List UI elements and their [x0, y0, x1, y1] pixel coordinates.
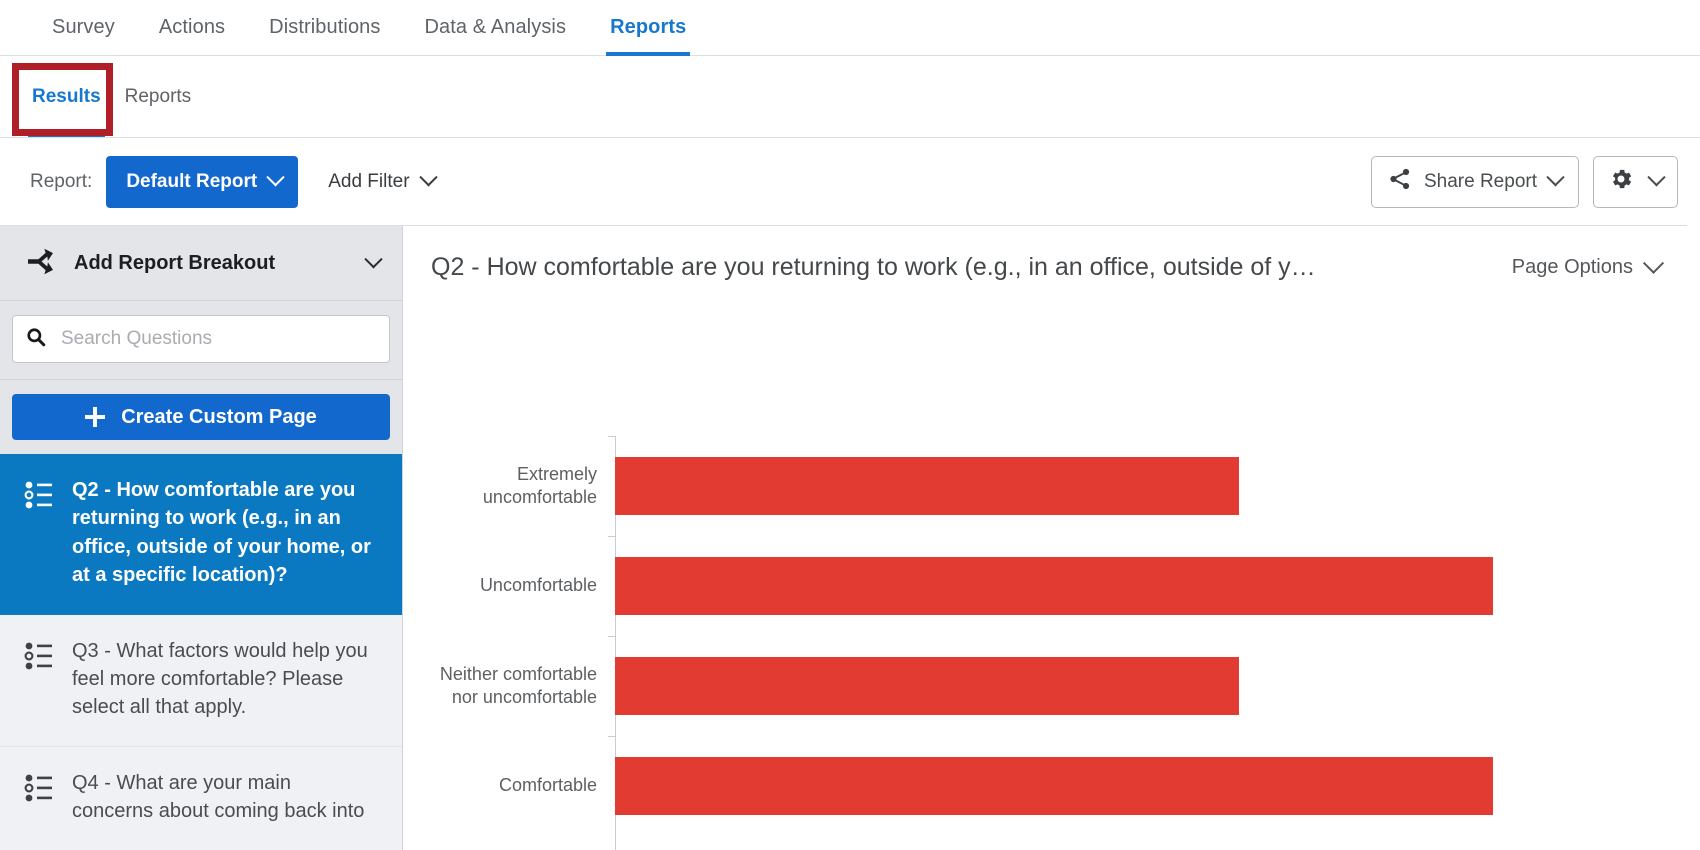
tab-results[interactable]: Results: [20, 56, 113, 137]
breakout-merge-icon: [24, 246, 56, 281]
nav-label: Survey: [52, 16, 115, 38]
create-custom-page-label: Create Custom Page: [121, 405, 317, 428]
nav-item-survey[interactable]: Survey: [30, 0, 137, 55]
sidebar-item-q4[interactable]: Q4 - What are your main concerns about c…: [0, 746, 402, 850]
plus-icon: [85, 407, 106, 427]
report-toolbar: Report: Default Report Add Filter: [0, 138, 1700, 225]
report-page-panel: Q2 - How comfortable are you returning t…: [403, 226, 1700, 850]
question-list: Q2 - How comfortable are you returning t…: [0, 454, 402, 850]
nav-label: Distributions: [269, 16, 381, 38]
page-title: Q2 - How comfortable are you returning t…: [431, 252, 1316, 281]
sidebar-item-q2[interactable]: Q2 - How comfortable are you returning t…: [0, 454, 402, 615]
chart-axis-line: [615, 436, 616, 850]
chevron-down-icon: [266, 168, 285, 187]
chevron-down-icon: [418, 168, 438, 187]
chevron-down-icon: [364, 249, 383, 268]
create-custom-page-button[interactable]: Create Custom Page: [12, 394, 390, 440]
secondary-navigation: Results Reports: [0, 56, 1700, 138]
radio-list-icon: [24, 641, 56, 676]
chart-bar[interactable]: [615, 457, 1239, 515]
page-options-button[interactable]: Page Options: [1511, 252, 1671, 279]
nav-label: Reports: [610, 16, 687, 38]
chart-axis-tick: [608, 436, 616, 437]
report-label: Report:: [30, 170, 93, 192]
share-report-button[interactable]: Share Report: [1370, 155, 1579, 208]
nav-item-distributions[interactable]: Distributions: [247, 0, 402, 55]
sidebar-item-label: Q4 - What are your main concerns about c…: [72, 771, 365, 823]
nav-item-data-analysis[interactable]: Data & Analysis: [403, 0, 589, 55]
chevron-down-icon: [1546, 168, 1565, 187]
nav-item-reports[interactable]: Reports: [588, 0, 708, 56]
add-report-breakout-button[interactable]: Add Report Breakout: [0, 226, 402, 301]
chart-bar[interactable]: [615, 657, 1239, 715]
tab-label: Results: [32, 85, 101, 107]
chart-category-label: Uncomfortable: [479, 575, 597, 596]
search-zone: [0, 301, 402, 380]
gear-icon: [1608, 166, 1634, 198]
chevron-down-icon: [1647, 168, 1666, 187]
chart-category-row: Uncomfortable: [425, 557, 1655, 615]
chart-bar[interactable]: [615, 557, 1493, 615]
sidebar-item-label: Q2 - How comfortable are you returning t…: [72, 479, 371, 587]
sidebar-item-q3[interactable]: Q3 - What factors would help you feel mo…: [0, 614, 402, 747]
search-icon: [25, 326, 47, 353]
chart-area: Extremely uncomfortable Uncomfortable Neit…: [403, 308, 1699, 850]
nav-label: Actions: [158, 16, 226, 38]
create-page-zone: Create Custom Page: [0, 380, 402, 454]
page-options-label: Page Options: [1511, 255, 1633, 278]
chart-axis-tick: [608, 536, 616, 537]
content-body: Add Report Breakout Crea: [0, 225, 1700, 850]
nav-label: Data & Analysis: [424, 16, 567, 38]
search-input[interactable]: [59, 327, 377, 351]
radio-list-icon: [24, 480, 56, 515]
chart-category-row: Neither comfortable nor uncomfortable: [425, 657, 1655, 715]
primary-navigation: Survey Actions Distributions Data & Anal…: [0, 0, 1700, 56]
share-nodes-icon: [1388, 167, 1412, 197]
add-filter-label: Add Filter: [328, 170, 410, 192]
panel-right-gutter: [1687, 225, 1700, 850]
chart-category-label: Extremely uncomfortable: [482, 463, 597, 507]
questions-sidebar: Add Report Breakout Crea: [0, 226, 403, 850]
report-selector-button[interactable]: Default Report: [106, 155, 299, 208]
chart-axis-tick: [608, 736, 616, 737]
page-header: Q2 - How comfortable are you returning t…: [403, 226, 1699, 308]
search-questions-box[interactable]: [12, 315, 390, 363]
tab-reports[interactable]: Reports: [113, 56, 204, 137]
bar-chart: Extremely uncomfortable Uncomfortable Neit…: [425, 436, 1655, 850]
sidebar-item-label: Q3 - What factors would help you feel mo…: [72, 639, 368, 719]
chart-category-label: Comfortable: [498, 775, 597, 796]
chart-category-row: Comfortable: [425, 757, 1655, 815]
chart-bar[interactable]: [615, 757, 1493, 815]
breakout-label: Add Report Breakout: [74, 251, 276, 274]
chart-category-row: Extremely uncomfortable: [425, 457, 1655, 515]
chevron-down-icon: [1642, 252, 1665, 274]
tab-label: Reports: [124, 85, 192, 107]
report-selector-label: Default Report: [126, 170, 258, 192]
chart-axis-tick: [608, 636, 616, 637]
radio-list-icon: [24, 773, 56, 808]
share-report-label: Share Report: [1423, 170, 1537, 192]
chart-category-label: Neither comfortable nor uncomfortable: [439, 663, 597, 707]
toolbar-right-group: Share Report: [1370, 155, 1678, 208]
add-filter-button[interactable]: Add Filter: [312, 156, 450, 208]
settings-button[interactable]: [1593, 155, 1678, 208]
nav-item-actions[interactable]: Actions: [137, 0, 247, 55]
